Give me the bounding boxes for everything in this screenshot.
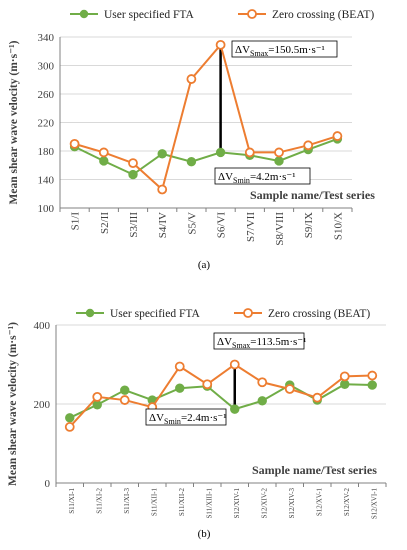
chart-panel-b: 0 200 400 S11/XI-1 S11/XI-2 S11/XI-3 S11/XII-1… (7, 308, 387, 540)
y-tick-label: 200 (34, 399, 51, 411)
data-point-fta (128, 169, 138, 180)
data-point-fta (367, 380, 377, 390)
y-tick-label: 260 (38, 89, 55, 101)
x-category-label: S11/XII-2 (178, 488, 186, 517)
panel-label: (a) (198, 259, 211, 271)
panel-label: (b) (198, 528, 211, 540)
x-category-label: S12/XV-1 (315, 488, 323, 517)
chart-panel-a: 100 140 180 220 260 300 340 S1/I S2/II S3/III S4/I… (8, 9, 375, 271)
x-category-label: S3/III (128, 212, 140, 238)
data-point-beat (303, 140, 314, 151)
legend-label: Zero crossing (BEAT) (268, 308, 370, 320)
annotation-box (145, 408, 227, 426)
data-point-fta (257, 396, 267, 406)
y-tick-label: 0 (45, 478, 51, 490)
data-point-beat (92, 391, 103, 402)
data-point-fta (230, 404, 240, 414)
data-point-beat (332, 131, 343, 141)
data-point-beat (229, 359, 240, 370)
legend-label: User specified FTA (110, 308, 200, 320)
y-tick-label: 400 (34, 320, 51, 332)
y-tick-label: 220 (38, 118, 55, 130)
data-point-fta (215, 147, 226, 158)
y-tick-label: 300 (38, 61, 55, 73)
y-tick-label: 100 (38, 203, 55, 215)
data-point-beat (186, 74, 197, 84)
data-point-beat (244, 147, 255, 158)
series-line-beat (74, 42, 338, 192)
data-point-fta (65, 413, 75, 423)
x-category-label: S9/IX (303, 212, 315, 238)
x-category-label: S12/XV-2 (343, 488, 351, 517)
data-point-fta (274, 156, 284, 166)
x-category-label: S1/I (70, 212, 82, 231)
data-point-beat (284, 384, 295, 394)
x-category-label: S11/XI-1 (68, 488, 76, 514)
x-category-label: S7/VII (245, 212, 257, 242)
x-category-label: S11/XII-1 (150, 488, 158, 517)
x-category-label: S12/XIV-2 (260, 488, 268, 519)
x-category-label: S12/XVI-1 (370, 488, 378, 520)
x-axis-title: Sample name/Test series (252, 463, 377, 477)
data-point-beat (157, 184, 168, 195)
annotation-label: ΔVSmax=150.5m·s⁻¹ (235, 44, 325, 58)
x-category-label: S5/V (186, 212, 198, 235)
annotation-box (214, 167, 311, 185)
data-point-beat (215, 39, 226, 50)
annotation-label: ΔVSmax=113.5m·s⁻¹ (217, 336, 306, 350)
x-category-label: S2/II (99, 212, 111, 234)
data-point-fta (157, 149, 167, 159)
data-point-fta (175, 383, 185, 393)
x-category-label: S6/VI (216, 212, 228, 239)
data-point-beat (202, 379, 213, 390)
x-axis-title: Sample name/Test series (250, 188, 375, 202)
data-point-beat (312, 392, 323, 403)
legend-label: User specified FTA (104, 9, 194, 21)
data-point-fta (340, 379, 350, 389)
annotation-label: ΔVSmin=2.4m·s⁻¹ (149, 412, 227, 426)
x-category-label: S8/VIII (274, 212, 286, 246)
x-category-label: S11/XI-2 (95, 488, 103, 514)
data-point-beat (128, 158, 138, 169)
data-point-beat (367, 370, 378, 381)
data-point-fta (120, 385, 130, 395)
data-point-beat (174, 361, 185, 372)
x-category-label: S12/XIV-1 (233, 488, 241, 519)
data-point-beat (98, 147, 109, 158)
annotation-box (213, 332, 305, 350)
annotation-label: ΔVSmin=4.2m·s⁻¹ (218, 171, 296, 185)
legend-marker-fta (79, 9, 89, 19)
legend-label: Zero crossing (BEAT) (272, 9, 374, 21)
y-tick-label: 140 (38, 175, 55, 187)
data-point-beat (119, 395, 130, 405)
x-category-label: S10/X (332, 212, 344, 240)
y-tick-label: 340 (38, 32, 55, 44)
data-point-fta (92, 400, 102, 410)
data-point-beat (257, 377, 268, 388)
legend-marker-beat (243, 308, 253, 318)
x-category-label: S11/XIII-1 (205, 488, 213, 519)
legend-marker-beat (247, 9, 257, 19)
series-line-fta (74, 137, 338, 176)
x-category-label: S4/IV (157, 212, 169, 238)
x-category-label: S12/XIV-3 (288, 488, 296, 519)
data-point-beat (69, 138, 80, 149)
data-point-beat (339, 371, 350, 382)
x-category-label: S11/XI-3 (123, 488, 131, 514)
y-axis-title: Mean shear wave velocity (m·s⁻¹) (8, 40, 20, 204)
data-point-fta (99, 156, 109, 166)
data-point-fta (186, 156, 197, 167)
y-axis-title: Mean shear wave velocity (m·s⁻¹) (7, 322, 19, 486)
y-tick-label: 180 (38, 146, 55, 158)
data-point-beat (274, 147, 284, 158)
legend-marker-fta (85, 308, 95, 318)
annotation-box (231, 40, 338, 58)
data-point-beat (64, 422, 75, 432)
